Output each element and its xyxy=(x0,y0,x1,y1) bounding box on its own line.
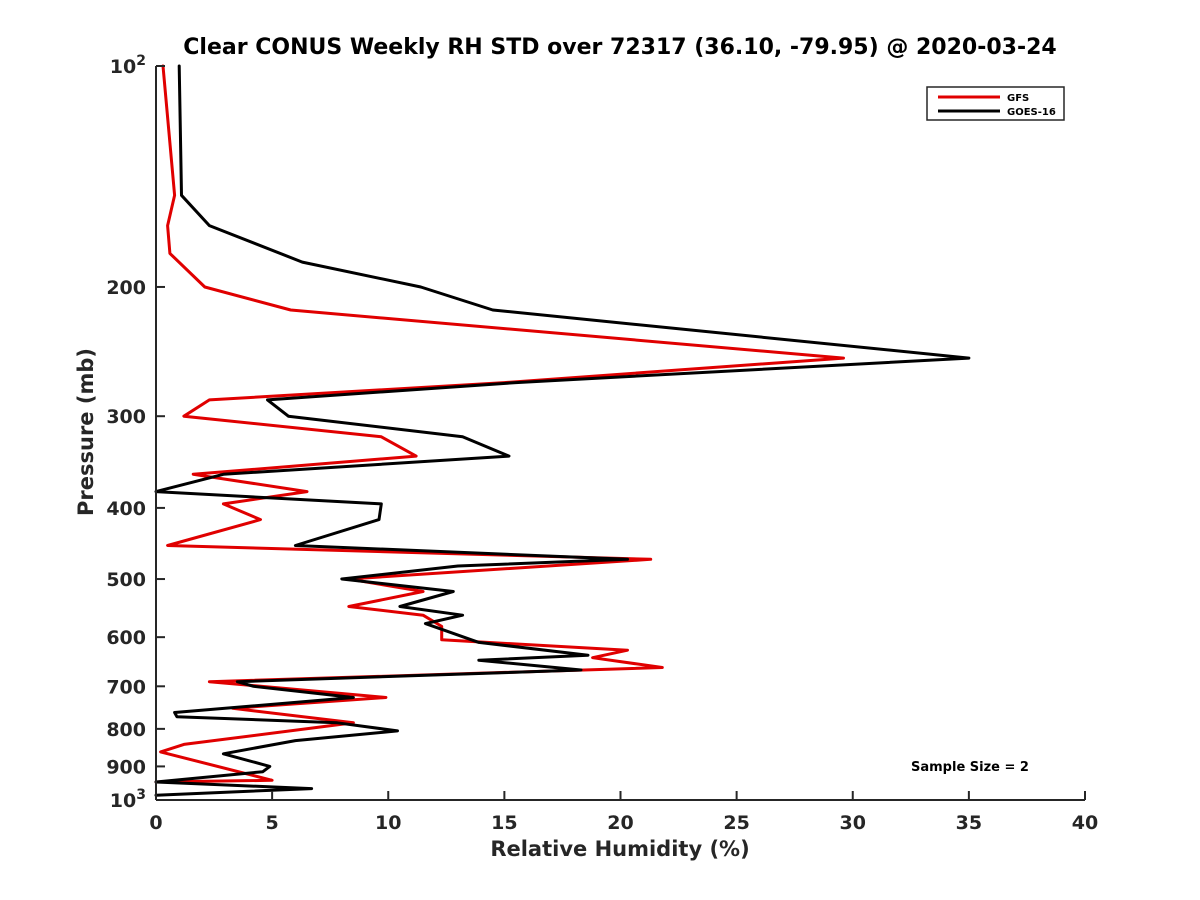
y-tick-label: 700 xyxy=(106,676,146,698)
x-tick-label: 20 xyxy=(607,812,633,834)
y-tick-label: 800 xyxy=(106,719,146,741)
x-tick-label: 0 xyxy=(149,812,162,834)
x-tick-label: 10 xyxy=(375,812,401,834)
x-tick-label: 15 xyxy=(491,812,517,834)
legend-label: GOES-16 xyxy=(1007,107,1056,118)
x-axis-label: Relative Humidity (%) xyxy=(490,837,749,861)
series-line-gfs xyxy=(154,64,845,784)
y-axis-label: Pressure (mb) xyxy=(74,348,98,516)
y-tick-label: 600 xyxy=(106,627,146,649)
y-tick-label: 400 xyxy=(106,498,146,520)
x-tick-label: 40 xyxy=(1072,812,1098,834)
sample-size-annotation: Sample Size = 2 xyxy=(911,760,1029,775)
series-line-goes-16 xyxy=(154,64,971,797)
y-tick-label: 103 xyxy=(110,787,146,812)
legend-label: GFS xyxy=(1007,93,1029,104)
y-tick-label: 200 xyxy=(106,277,146,299)
y-tick-label: 900 xyxy=(106,756,146,778)
axes-layer: 0 5 10 15 20 25 30 35 40 102 200 300 400 500 600 700 800… xyxy=(106,53,1098,834)
series-layer xyxy=(154,64,971,797)
legend: GFS GOES-16 xyxy=(926,86,1065,121)
legend-box xyxy=(926,86,1065,121)
chart-title: Clear CONUS Weekly RH STD over 72317 (36… xyxy=(183,35,1056,60)
y-tick-label: 102 xyxy=(110,53,146,78)
x-tick-label: 25 xyxy=(723,812,749,834)
x-tick-label: 30 xyxy=(840,812,866,834)
y-tick-label: 300 xyxy=(106,406,146,428)
x-tick-label: 35 xyxy=(956,812,982,834)
y-tick-label: 500 xyxy=(106,569,146,591)
x-tick-label: 5 xyxy=(266,812,279,834)
